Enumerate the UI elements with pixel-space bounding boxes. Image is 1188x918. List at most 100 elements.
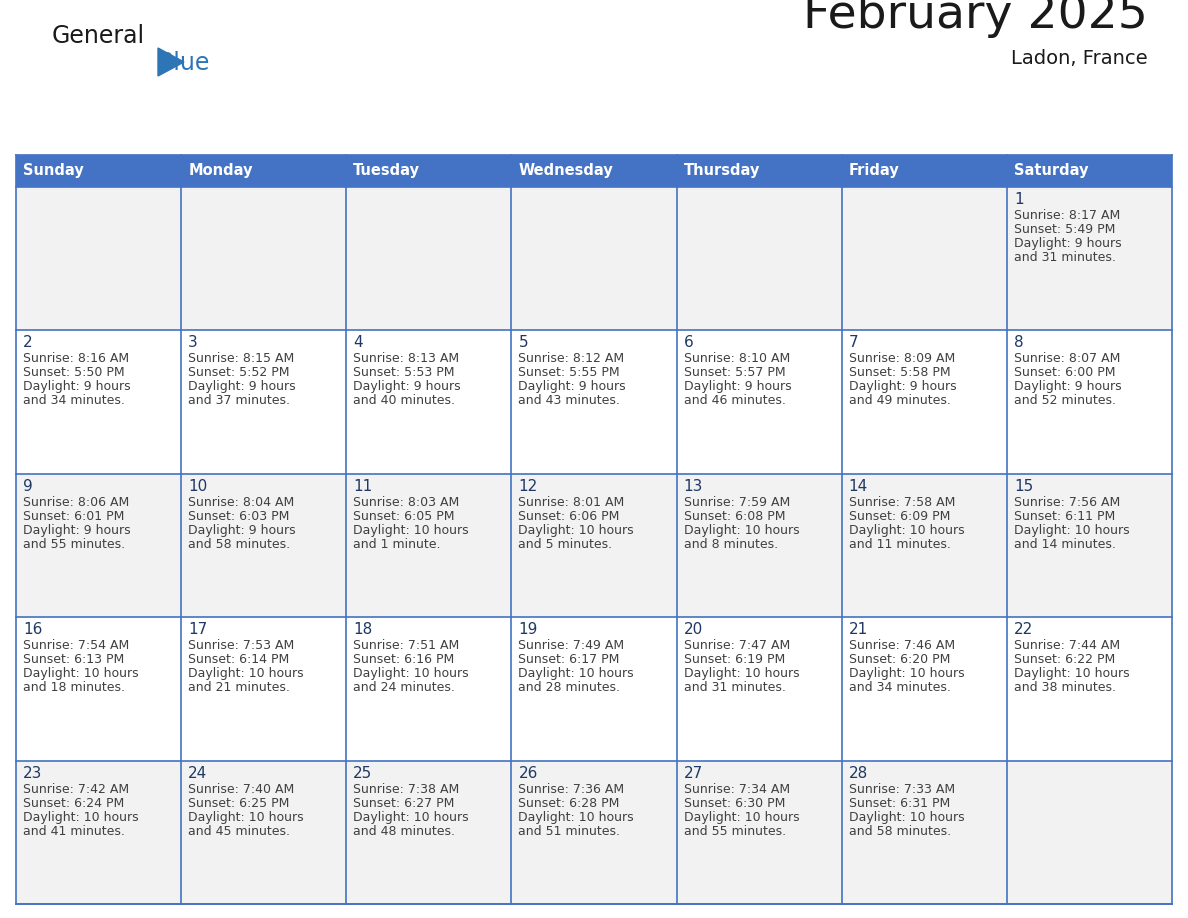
Text: Daylight: 10 hours: Daylight: 10 hours (683, 524, 800, 537)
Text: Daylight: 9 hours: Daylight: 9 hours (848, 380, 956, 394)
Bar (346, 474, 511, 617)
Text: Sunset: 5:55 PM: Sunset: 5:55 PM (518, 366, 620, 379)
Bar (181, 617, 346, 761)
Text: Daylight: 9 hours: Daylight: 9 hours (1013, 380, 1121, 394)
Text: February 2025: February 2025 (803, 0, 1148, 38)
Text: Sunset: 5:50 PM: Sunset: 5:50 PM (23, 366, 125, 379)
Text: 7: 7 (848, 335, 859, 351)
Bar (677, 187, 842, 330)
Text: Daylight: 10 hours: Daylight: 10 hours (518, 667, 634, 680)
Text: Sunset: 5:53 PM: Sunset: 5:53 PM (353, 366, 455, 379)
Text: Sunset: 6:11 PM: Sunset: 6:11 PM (1013, 509, 1116, 522)
Text: Sunrise: 8:09 AM: Sunrise: 8:09 AM (848, 353, 955, 365)
Text: Sunrise: 7:58 AM: Sunrise: 7:58 AM (848, 496, 955, 509)
Text: Sunrise: 7:56 AM: Sunrise: 7:56 AM (1013, 496, 1120, 509)
Bar (511, 155, 677, 187)
Bar (1007, 330, 1173, 474)
Bar (15, 474, 181, 617)
Text: and 43 minutes.: and 43 minutes. (518, 395, 620, 408)
Text: and 46 minutes.: and 46 minutes. (683, 395, 785, 408)
Text: 6: 6 (683, 335, 694, 351)
Text: and 8 minutes.: and 8 minutes. (683, 538, 778, 551)
Text: and 31 minutes.: and 31 minutes. (1013, 251, 1116, 264)
Text: 23: 23 (23, 766, 43, 780)
Text: and 21 minutes.: and 21 minutes. (188, 681, 290, 694)
Text: Sunset: 6:13 PM: Sunset: 6:13 PM (23, 654, 125, 666)
Text: Tuesday: Tuesday (353, 163, 421, 178)
Bar (511, 474, 677, 617)
Text: Sunrise: 7:46 AM: Sunrise: 7:46 AM (848, 639, 955, 652)
Text: 9: 9 (23, 479, 33, 494)
Bar (677, 474, 842, 617)
Text: 26: 26 (518, 766, 538, 780)
Bar (181, 187, 346, 330)
Text: Sunset: 5:49 PM: Sunset: 5:49 PM (1013, 223, 1116, 236)
Text: Sunset: 6:06 PM: Sunset: 6:06 PM (518, 509, 620, 522)
Text: Daylight: 10 hours: Daylight: 10 hours (353, 524, 469, 537)
Bar (346, 617, 511, 761)
Bar (15, 187, 181, 330)
Text: Sunrise: 8:07 AM: Sunrise: 8:07 AM (1013, 353, 1120, 365)
Bar (511, 187, 677, 330)
Text: Sunrise: 7:54 AM: Sunrise: 7:54 AM (23, 639, 129, 652)
Text: Daylight: 9 hours: Daylight: 9 hours (23, 380, 131, 394)
Text: Daylight: 10 hours: Daylight: 10 hours (23, 667, 139, 680)
Text: Friday: Friday (848, 163, 899, 178)
Text: 4: 4 (353, 335, 362, 351)
Bar (511, 617, 677, 761)
Text: and 34 minutes.: and 34 minutes. (23, 395, 125, 408)
Text: 14: 14 (848, 479, 868, 494)
Text: Daylight: 10 hours: Daylight: 10 hours (518, 811, 634, 823)
Text: and 24 minutes.: and 24 minutes. (353, 681, 455, 694)
Text: 8: 8 (1013, 335, 1024, 351)
Text: Daylight: 9 hours: Daylight: 9 hours (683, 380, 791, 394)
Text: Sunset: 6:31 PM: Sunset: 6:31 PM (848, 797, 950, 810)
Text: Wednesday: Wednesday (518, 163, 613, 178)
Text: Sunday: Sunday (23, 163, 83, 178)
Bar (1007, 187, 1173, 330)
Text: 19: 19 (518, 622, 538, 637)
Text: 11: 11 (353, 479, 373, 494)
Text: Daylight: 10 hours: Daylight: 10 hours (353, 667, 469, 680)
Text: and 34 minutes.: and 34 minutes. (848, 681, 950, 694)
Text: 3: 3 (188, 335, 198, 351)
Text: and 38 minutes.: and 38 minutes. (1013, 681, 1116, 694)
Text: Daylight: 10 hours: Daylight: 10 hours (1013, 524, 1130, 537)
Text: Daylight: 9 hours: Daylight: 9 hours (518, 380, 626, 394)
Bar (15, 617, 181, 761)
Text: and 49 minutes.: and 49 minutes. (848, 395, 950, 408)
Text: Sunset: 6:19 PM: Sunset: 6:19 PM (683, 654, 785, 666)
Text: Daylight: 10 hours: Daylight: 10 hours (683, 667, 800, 680)
Text: and 58 minutes.: and 58 minutes. (848, 824, 950, 837)
Text: 12: 12 (518, 479, 538, 494)
Text: Thursday: Thursday (683, 163, 760, 178)
Text: and 45 minutes.: and 45 minutes. (188, 824, 290, 837)
Bar (677, 155, 842, 187)
Bar (1007, 155, 1173, 187)
Text: Daylight: 10 hours: Daylight: 10 hours (848, 524, 965, 537)
Text: and 55 minutes.: and 55 minutes. (23, 538, 125, 551)
Text: Sunrise: 8:13 AM: Sunrise: 8:13 AM (353, 353, 460, 365)
Text: 20: 20 (683, 622, 703, 637)
Text: and 14 minutes.: and 14 minutes. (1013, 538, 1116, 551)
Text: Sunrise: 7:47 AM: Sunrise: 7:47 AM (683, 639, 790, 652)
Text: 17: 17 (188, 622, 208, 637)
Bar (842, 474, 1007, 617)
Text: Daylight: 9 hours: Daylight: 9 hours (188, 524, 296, 537)
Text: Sunrise: 7:34 AM: Sunrise: 7:34 AM (683, 783, 790, 796)
Polygon shape (158, 48, 184, 76)
Bar (181, 761, 346, 904)
Text: Sunrise: 8:15 AM: Sunrise: 8:15 AM (188, 353, 295, 365)
Bar (15, 155, 181, 187)
Text: and 31 minutes.: and 31 minutes. (683, 681, 785, 694)
Text: and 1 minute.: and 1 minute. (353, 538, 441, 551)
Text: 16: 16 (23, 622, 43, 637)
Text: Sunrise: 8:04 AM: Sunrise: 8:04 AM (188, 496, 295, 509)
Text: Daylight: 10 hours: Daylight: 10 hours (1013, 667, 1130, 680)
Bar (677, 617, 842, 761)
Text: and 41 minutes.: and 41 minutes. (23, 824, 125, 837)
Text: Sunrise: 7:42 AM: Sunrise: 7:42 AM (23, 783, 129, 796)
Bar (677, 761, 842, 904)
Bar (1007, 617, 1173, 761)
Text: Sunset: 5:58 PM: Sunset: 5:58 PM (848, 366, 950, 379)
